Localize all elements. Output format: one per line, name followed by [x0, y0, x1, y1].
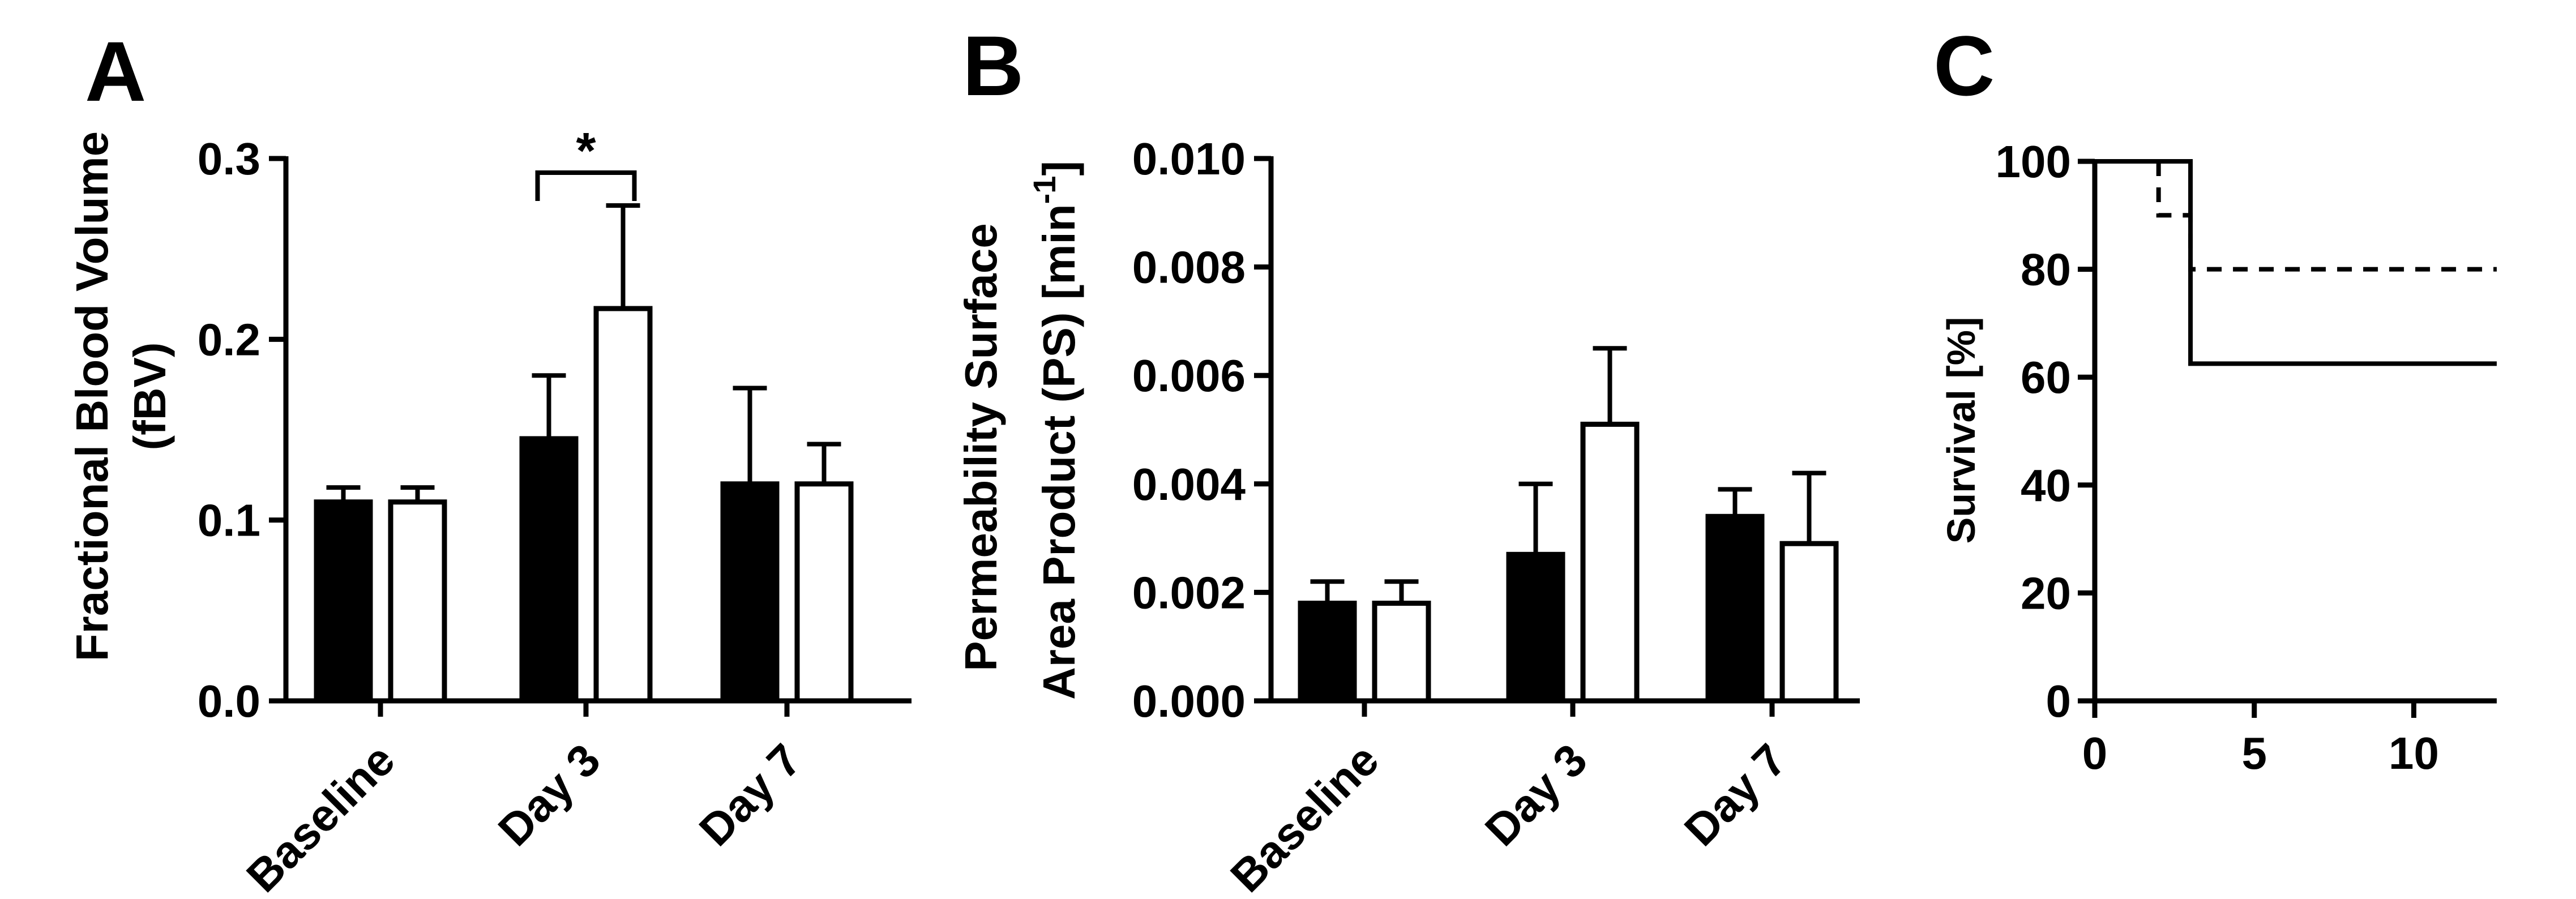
- y-tick-label: 20: [2021, 568, 2071, 618]
- y-tick-label: 0.002: [1132, 567, 1246, 618]
- panel-letter-c: C: [1933, 18, 1995, 113]
- category-label: Day 7: [690, 734, 811, 855]
- survival-line-dashed: [2156, 161, 2497, 272]
- panel-c: Survival [%] 0 20 40 60 80 100 0 5 10: [1939, 136, 2497, 778]
- y-tick-label: 0.004: [1132, 459, 1246, 510]
- panel-a-ylabel-line2: (fBV): [125, 342, 175, 450]
- panel-a-plot-area: 0.0 0.1 0.2 0.3 Baseline Day 3 Day 7 *: [198, 123, 912, 899]
- survival-line-solid: [2095, 159, 2497, 366]
- x-tick-label: 0: [2082, 728, 2108, 778]
- bar-filled: [1506, 551, 1565, 704]
- y-tick-label: 80: [2021, 245, 2071, 295]
- panel-b: Permeability Surface Area Product (PS) […: [956, 134, 1860, 899]
- panel-b-ylabel-line2-main: Area Product (PS) [min: [1034, 204, 1084, 700]
- panel-b-plot-area: 0.000 0.002 0.004 0.006 0.008 0.010 Baseline Da…: [1132, 134, 1860, 899]
- y-tick-label: 0.008: [1132, 242, 1246, 293]
- panel-b-ylabel-line2-sup: -1: [1026, 176, 1062, 204]
- y-tick-label: 0.0: [198, 676, 260, 726]
- bar-filled: [314, 499, 373, 704]
- y-tick-label: 0.006: [1132, 350, 1246, 401]
- significance-label: *: [576, 123, 596, 179]
- bar-open: [1779, 541, 1839, 704]
- category-label: Day 7: [1675, 734, 1796, 855]
- panel-a-ylabel-line1: Fractional Blood Volume: [67, 131, 117, 661]
- bar-open: [1372, 601, 1431, 704]
- y-tick-label: 0.010: [1132, 134, 1246, 184]
- y-tick-label: 0.1: [198, 495, 260, 546]
- y-tick-label: 60: [2021, 352, 2071, 403]
- bar-filled: [519, 436, 579, 704]
- bar-open: [1580, 421, 1640, 704]
- panel-a: Fractional Blood Volume (fBV) 0.00.10.20…: [67, 123, 912, 899]
- panel-letter-a: A: [85, 24, 146, 119]
- x-tick-label: 10: [2389, 728, 2439, 778]
- significance-bracket: [535, 170, 637, 201]
- bar-open: [794, 481, 854, 704]
- y-tick-label: 40: [2021, 460, 2071, 511]
- panel-letter-b: B: [962, 18, 1024, 113]
- panel-b-ylabel-line2: Area Product (PS) [min-1]: [1026, 161, 1084, 700]
- category-label: Baseline: [237, 734, 404, 899]
- y-tick-label: 0: [2046, 676, 2072, 726]
- bar-filled: [1298, 601, 1357, 704]
- y-tick-label: 0.000: [1132, 676, 1246, 726]
- category-label: Baseline: [1221, 734, 1388, 899]
- y-tick-label: 0.2: [198, 314, 260, 365]
- panel-b-ylabel-line2-end: ]: [1034, 161, 1084, 176]
- y-tick-label: 0.3: [198, 134, 260, 184]
- bar-open: [388, 499, 447, 704]
- panel-b-ylabel-line1: Permeability Surface: [956, 223, 1006, 671]
- bar-open: [593, 306, 653, 704]
- category-label: Day 3: [489, 734, 610, 855]
- bar-filled: [720, 481, 780, 704]
- category-label: Day 3: [1475, 734, 1597, 855]
- x-tick-label: 5: [2241, 728, 2267, 778]
- panel-c-ylabel: Survival [%]: [1939, 317, 1983, 544]
- bar-filled: [1705, 513, 1765, 704]
- panel-c-plot-area: 0 20 40 60 80 100 0 5 10: [1996, 136, 2497, 778]
- y-tick-label: 100: [1996, 136, 2071, 187]
